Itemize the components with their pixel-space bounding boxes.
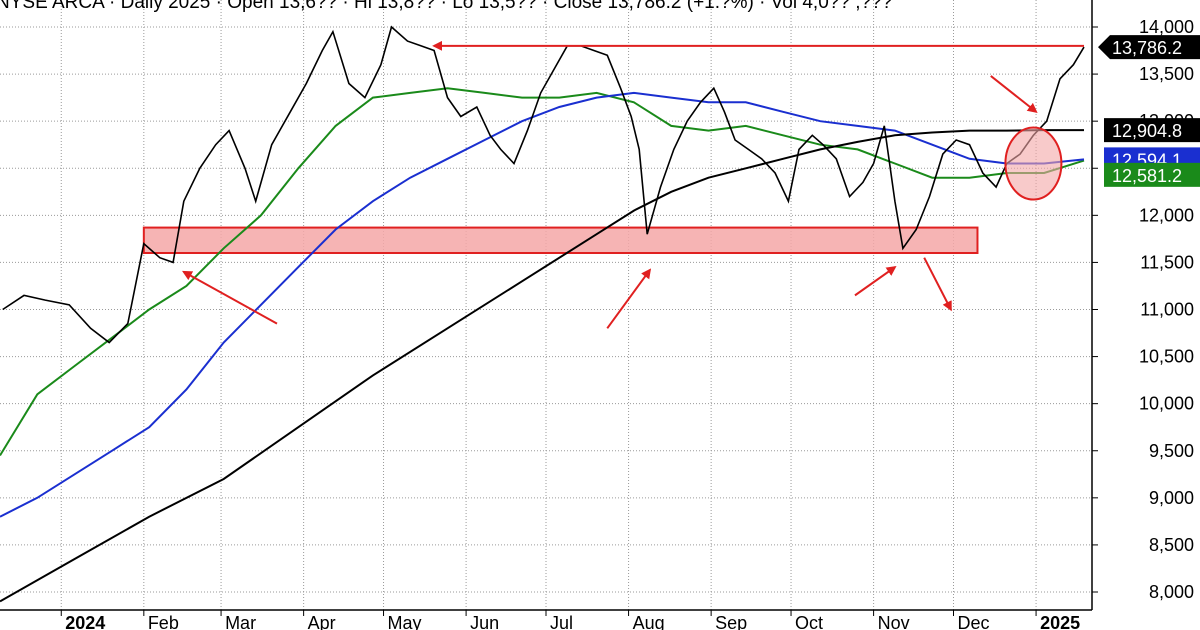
- y-tick-label: 9,000: [1149, 488, 1194, 508]
- y-tick-label: 12,000: [1139, 205, 1194, 225]
- last-price-pointer: [1098, 35, 1200, 60]
- annotation-arrow: [923, 257, 952, 312]
- grid-lines: [0, 0, 1092, 610]
- x-tick-label: Nov: [878, 613, 910, 630]
- y-tick-label: 8,000: [1149, 582, 1194, 602]
- pointer-label: 13,786.2: [1112, 38, 1182, 58]
- x-tick-label: Apr: [308, 613, 336, 630]
- value-pointers: 13,786.212,904.812,594.112,581.2: [1098, 35, 1200, 187]
- annotation-arrow: [182, 270, 278, 325]
- breakout-circle: [1004, 126, 1063, 201]
- x-tick-label: Jul: [550, 613, 573, 630]
- x-tick-label: Sep: [715, 613, 747, 630]
- chart-header: NYSE ARCA · Daily 2025 · Open 13,6?? · H…: [0, 0, 892, 13]
- plot-area: [0, 25, 1085, 603]
- x-tick-label: 2025: [1040, 613, 1080, 630]
- annotation-arrow: [990, 75, 1038, 113]
- y-tick-label: 8,500: [1149, 535, 1194, 555]
- y-tick-label: 11,000: [1140, 300, 1194, 320]
- x-tick-label: May: [388, 613, 422, 630]
- moving-average-line: [0, 87, 1085, 457]
- x-tick-label: Oct: [795, 613, 823, 630]
- x-tick-labels: 2024 Feb Mar Apr May Jun Jul Aug Sep Oct Nov Dec 202…: [60, 610, 1080, 630]
- y-tick-label: 9,500: [1149, 441, 1194, 461]
- annotation-arrow: [606, 268, 652, 329]
- annotation-arrow: [854, 265, 897, 297]
- pointer-label: 12,904.8: [1112, 121, 1182, 141]
- x-tick-label: Dec: [958, 613, 990, 630]
- y-tick-label: 14,000: [1139, 17, 1194, 37]
- x-tick-label: Feb: [148, 613, 179, 630]
- support-zone: [142, 226, 979, 254]
- moving-average-line: [0, 91, 1085, 518]
- x-tick-label: Jun: [470, 613, 499, 630]
- moving-average-line: [0, 129, 1084, 603]
- axes: [0, 0, 1093, 611]
- x-tick-label: 2024: [65, 613, 105, 630]
- y-tick-label: 13,500: [1139, 64, 1194, 84]
- y-tick-label: 11,500: [1140, 252, 1194, 272]
- pointer-label: 12,581.2: [1112, 166, 1182, 186]
- x-tick-label: Aug: [633, 613, 665, 630]
- ma-value-box: [1104, 162, 1200, 187]
- x-tick-label: Mar: [225, 613, 256, 630]
- y-tick-label: 10,000: [1139, 394, 1194, 414]
- ma-value-box: [1104, 118, 1200, 143]
- y-tick-labels: 8,000 8,500 9,000 9,500 10,000 10,500 11,000 11…: [1092, 17, 1194, 602]
- price-line: [2, 25, 1085, 344]
- y-tick-label: 10,500: [1139, 347, 1194, 367]
